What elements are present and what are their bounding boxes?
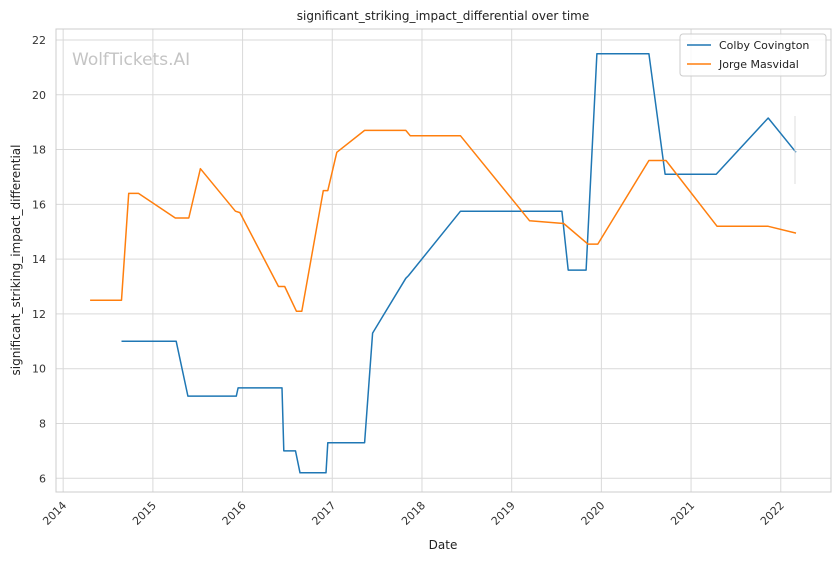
y-tick-label: 20 (32, 89, 46, 102)
grid (56, 29, 831, 492)
legend-box (679, 33, 827, 77)
y-tick-label: 6 (39, 472, 46, 485)
y-tick-label: 16 (32, 198, 46, 211)
legend: Colby Covington Jorge Masvidal (679, 33, 827, 77)
series-line-jorge-masvidal (90, 129, 797, 312)
y-tick-labels: 6 8 10 12 14 16 18 20 22 (32, 34, 46, 485)
series-layer (90, 52, 797, 474)
y-tick-label: 12 (32, 308, 46, 321)
plot-frame (55, 28, 832, 493)
watermark: WolfTickets.AI (72, 50, 190, 70)
y-tick-label: 22 (32, 34, 46, 47)
chart-title: significant_striking_impact_differential… (297, 9, 589, 23)
y-tick-label: 8 (39, 418, 46, 431)
legend-label-colby-covington: Colby Covington (719, 39, 809, 52)
y-tick-label: 14 (32, 253, 46, 266)
legend-label-jorge-masvidal: Jorge Masvidal (718, 58, 799, 71)
y-axis-label: significant_striking_impact_differential (9, 145, 23, 376)
x-tick-labels: 2014 2015 2016 2017 2018 2019 2020 2021 2022 (40, 499, 787, 528)
x-axis-label: Date (429, 538, 458, 552)
series-line-colby-covington (121, 52, 797, 474)
y-tick-label: 18 (32, 144, 46, 157)
y-tick-label: 10 (32, 363, 46, 376)
